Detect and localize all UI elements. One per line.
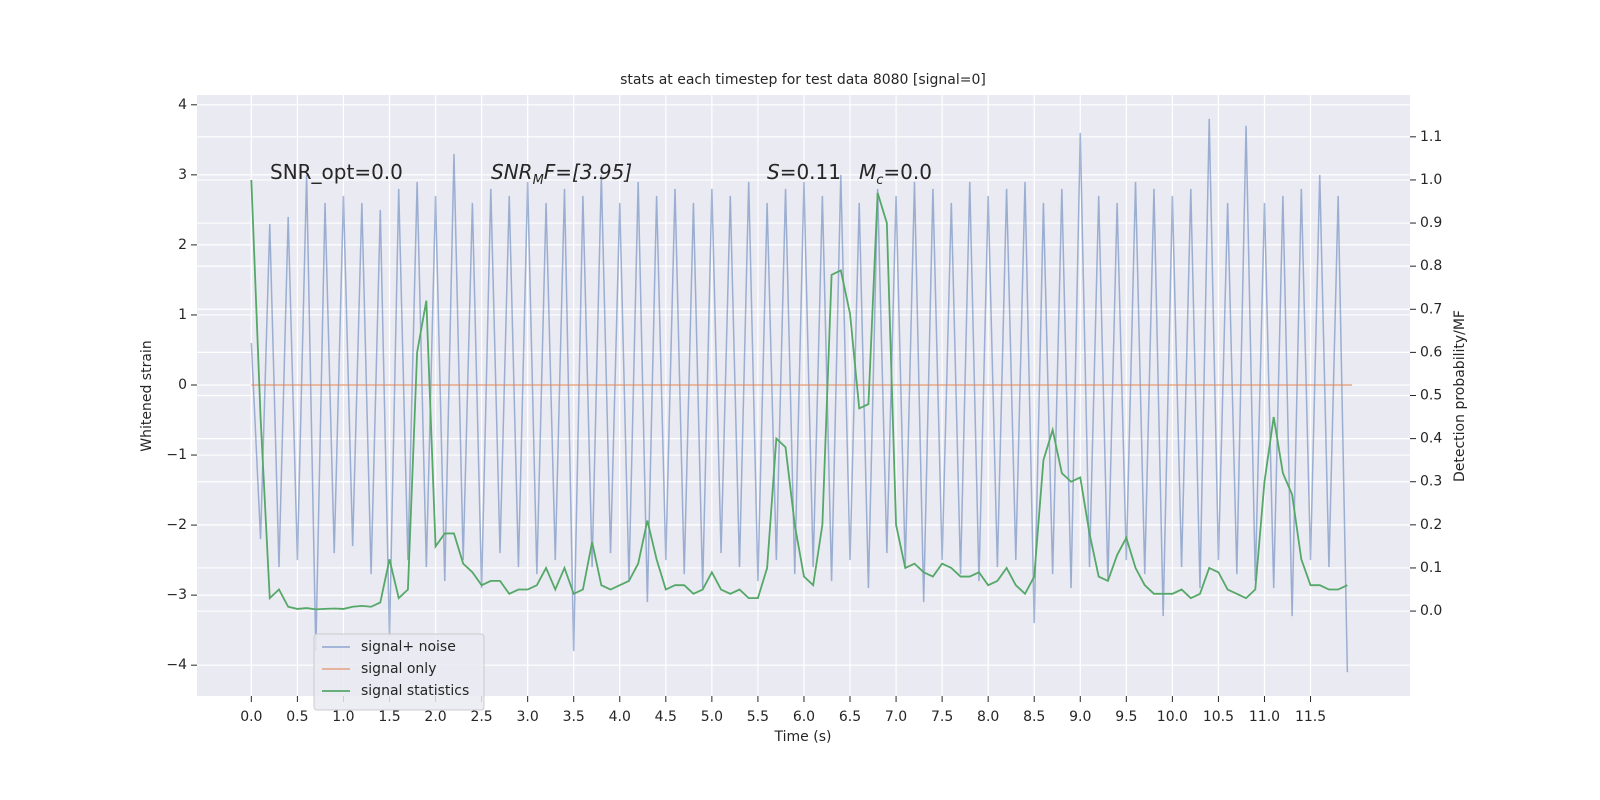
x-tick-label: 6.5 [839, 709, 861, 725]
annotation: SNRMF=[3.95] [491, 160, 632, 189]
x-tick-label: 7.0 [885, 709, 907, 725]
annotation: S=0.11 [767, 160, 841, 184]
legend-label: signal+ noise [361, 639, 456, 655]
y2-axis-label: Detection probability/MF [1452, 310, 1468, 482]
y2-tick-label: 0.2 [1420, 517, 1442, 533]
x-tick-label: 5.0 [701, 709, 723, 725]
y-tick-label: −4 [166, 657, 187, 673]
x-tick-label: 3.0 [517, 709, 539, 725]
annotation: Mc=0.0 [859, 160, 932, 189]
y2-tick-label: 0.4 [1420, 431, 1442, 447]
y-tick-label: −2 [166, 517, 187, 533]
x-axis-label: Time (s) [774, 729, 832, 745]
y-tick-label: 1 [178, 307, 187, 323]
annotation-part: =0.11 [780, 160, 841, 184]
x-tick-label: 11.5 [1295, 709, 1326, 725]
annotation-part: SNR_opt=0.0 [270, 160, 403, 184]
annotation-part: =0.0 [883, 160, 932, 184]
y2-tick-label: 1.0 [1420, 172, 1442, 188]
legend-label: signal only [361, 661, 436, 677]
annotation-part: F=[3.95] [544, 160, 632, 184]
x-tick-label: 8.0 [977, 709, 999, 725]
y2-tick-label: 0.9 [1420, 215, 1442, 231]
x-tick-label: 3.5 [563, 709, 585, 725]
x-tick-label: 1.5 [378, 709, 400, 725]
x-tick-label: 8.5 [1023, 709, 1045, 725]
x-tick-label: 2.0 [424, 709, 446, 725]
y2-tick-label: 0.8 [1420, 258, 1442, 274]
legend: signal+ noise signal only signal statistic… [313, 633, 485, 711]
series-line [250, 179, 1348, 611]
y2-tick-label: 1.1 [1420, 129, 1442, 145]
x-tick-label: 6.0 [793, 709, 815, 725]
series-line [250, 118, 1349, 673]
y2-tick-label: 0.5 [1420, 388, 1442, 404]
x-tick-label: 9.0 [1069, 709, 1091, 725]
x-tick-label: 0.0 [240, 709, 262, 725]
x-tick-label: 0.5 [286, 709, 308, 725]
x-tick-label: 11.0 [1249, 709, 1280, 725]
y-tick-label: 3 [178, 167, 187, 183]
annotation-part: SNR [491, 160, 533, 184]
annotation: SNR_opt=0.0 [270, 160, 403, 184]
y-axis-label: Whitened strain [139, 340, 155, 451]
annotation-part: c [876, 173, 883, 188]
y-tick-label: 0 [178, 377, 187, 393]
x-tick-label: 2.5 [470, 709, 492, 725]
y2-tick-label: 0.7 [1420, 301, 1442, 317]
chart-title: stats at each timestep for test data 808… [620, 72, 986, 88]
x-tick-label: 7.5 [931, 709, 953, 725]
y2-tick-label: 0.3 [1420, 474, 1442, 490]
annotation-part: M [533, 173, 544, 188]
y-tick-label: 2 [178, 237, 187, 253]
x-tick-label: 10.5 [1203, 709, 1234, 725]
legend-label: signal statistics [361, 683, 469, 699]
legend-box [313, 633, 485, 711]
x-tick-label: 4.0 [609, 709, 631, 725]
annotation-part: S [767, 160, 780, 184]
y-tick-label: −3 [166, 587, 187, 603]
x-tick-label: 1.0 [332, 709, 354, 725]
y-tick-label: 4 [178, 97, 187, 113]
annotation-part: M [859, 160, 876, 184]
x-tick-label: 9.5 [1115, 709, 1137, 725]
y-tick-label: −1 [166, 447, 187, 463]
y2-tick-label: 0.1 [1420, 560, 1442, 576]
x-tick-label: 4.5 [655, 709, 677, 725]
y2-tick-label: 0.6 [1420, 344, 1442, 360]
x-tick-label: 10.0 [1157, 709, 1188, 725]
x-tick-label: 5.5 [747, 709, 769, 725]
y2-tick-label: 0.0 [1420, 603, 1442, 619]
